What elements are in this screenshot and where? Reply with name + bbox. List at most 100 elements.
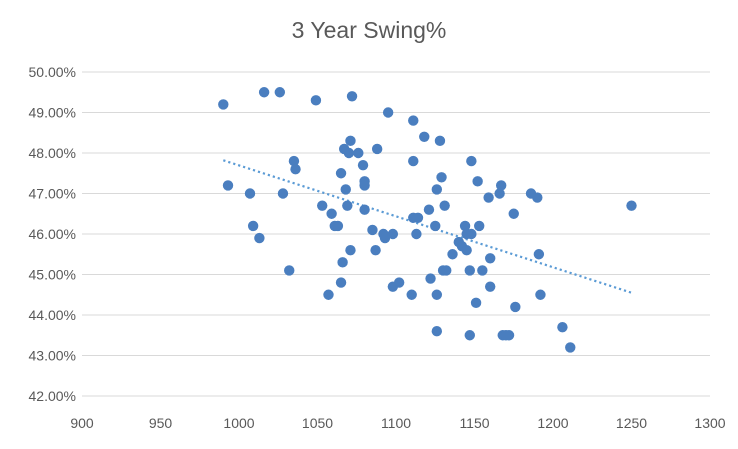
data-point xyxy=(483,192,494,203)
data-point xyxy=(557,321,568,333)
data-point xyxy=(423,204,435,215)
data-point xyxy=(379,232,391,244)
y-tick-label: 49.00% xyxy=(29,105,76,121)
data-point xyxy=(340,184,351,195)
x-tick-label: 1050 xyxy=(302,415,333,431)
data-point xyxy=(408,155,419,167)
data-point xyxy=(393,277,405,288)
data-point xyxy=(345,135,356,147)
x-tick-label: 1100 xyxy=(381,415,411,431)
data-point xyxy=(565,342,576,353)
data-point xyxy=(323,289,334,300)
data-point xyxy=(470,297,482,309)
data-point xyxy=(464,330,475,341)
data-point xyxy=(466,228,477,240)
x-tick-label: 1000 xyxy=(223,415,254,431)
data-point xyxy=(353,147,364,159)
data-point xyxy=(254,232,265,244)
data-point xyxy=(459,220,471,232)
data-point xyxy=(485,253,496,264)
data-point xyxy=(335,168,347,179)
data-point xyxy=(439,200,450,211)
data-point xyxy=(317,200,328,211)
data-point xyxy=(447,249,458,260)
data-point xyxy=(345,245,356,256)
data-point xyxy=(346,91,358,102)
data-point xyxy=(258,87,270,98)
data-point xyxy=(431,326,443,337)
data-point xyxy=(247,220,259,232)
data-point xyxy=(290,164,301,175)
data-point xyxy=(274,87,286,98)
data-point xyxy=(494,188,505,199)
data-point xyxy=(419,131,430,142)
data-point xyxy=(441,265,452,276)
data-point xyxy=(626,200,637,211)
data-point xyxy=(408,115,419,126)
data-point xyxy=(277,188,289,199)
data-point xyxy=(472,176,483,187)
data-point xyxy=(510,301,521,313)
x-tick-label: 1150 xyxy=(459,415,489,431)
y-tick-label: 48.00% xyxy=(29,145,76,161)
data-point xyxy=(495,180,507,191)
data-point xyxy=(310,95,322,106)
x-tick-label: 1200 xyxy=(537,415,568,431)
data-point xyxy=(343,147,355,159)
data-point xyxy=(474,220,485,232)
data-point xyxy=(533,249,545,260)
data-point xyxy=(370,245,381,256)
data-point xyxy=(357,159,369,171)
data-point xyxy=(508,208,519,219)
data-point xyxy=(431,289,443,300)
data-points xyxy=(218,87,637,353)
chart-title: 3 Year Swing% xyxy=(292,17,447,43)
data-point xyxy=(431,184,443,195)
data-point xyxy=(464,265,475,276)
data-point xyxy=(359,180,370,191)
data-point xyxy=(503,330,515,341)
data-point xyxy=(244,188,256,199)
y-tick-label: 47.00% xyxy=(29,186,76,202)
data-point xyxy=(436,172,447,183)
data-point xyxy=(359,204,370,215)
data-point xyxy=(387,228,399,240)
data-point xyxy=(332,220,344,232)
data-point xyxy=(222,180,234,191)
data-point xyxy=(430,220,441,232)
x-tick-label: 900 xyxy=(70,415,94,431)
data-point xyxy=(342,200,353,211)
data-point xyxy=(532,192,543,203)
data-point xyxy=(535,289,546,300)
data-point xyxy=(406,289,417,300)
data-point xyxy=(371,143,383,155)
y-tick-label: 46.00% xyxy=(29,226,76,242)
data-point xyxy=(367,224,378,236)
data-point xyxy=(412,212,424,223)
data-point xyxy=(326,208,337,219)
data-point xyxy=(466,155,477,167)
x-tick-label: 1250 xyxy=(616,415,647,431)
trendline-layer xyxy=(222,159,632,294)
x-tick-label: 1300 xyxy=(694,415,725,431)
data-point xyxy=(477,265,488,276)
data-point xyxy=(411,228,422,240)
y-tick-label: 50.00% xyxy=(29,64,76,80)
data-point xyxy=(434,135,446,147)
data-point xyxy=(382,107,394,118)
data-point xyxy=(284,265,295,276)
y-axis-tick-labels: 42.00% 43.00% 44.00% 45.00% 46.00% 47.00% 48.0… xyxy=(29,64,76,404)
data-point xyxy=(218,99,229,110)
data-point xyxy=(425,273,436,284)
data-point xyxy=(485,281,496,292)
y-tick-label: 45.00% xyxy=(29,267,76,283)
data-point xyxy=(335,277,347,288)
y-tick-label: 42.00% xyxy=(29,388,76,404)
data-point xyxy=(461,245,472,256)
x-axis-tick-labels: 900 950 1000 1050 1100 1150 1200 1250 1300 xyxy=(70,415,725,431)
trendline xyxy=(222,159,632,294)
y-tick-label: 43.00% xyxy=(29,348,76,364)
x-tick-label: 950 xyxy=(149,415,173,431)
